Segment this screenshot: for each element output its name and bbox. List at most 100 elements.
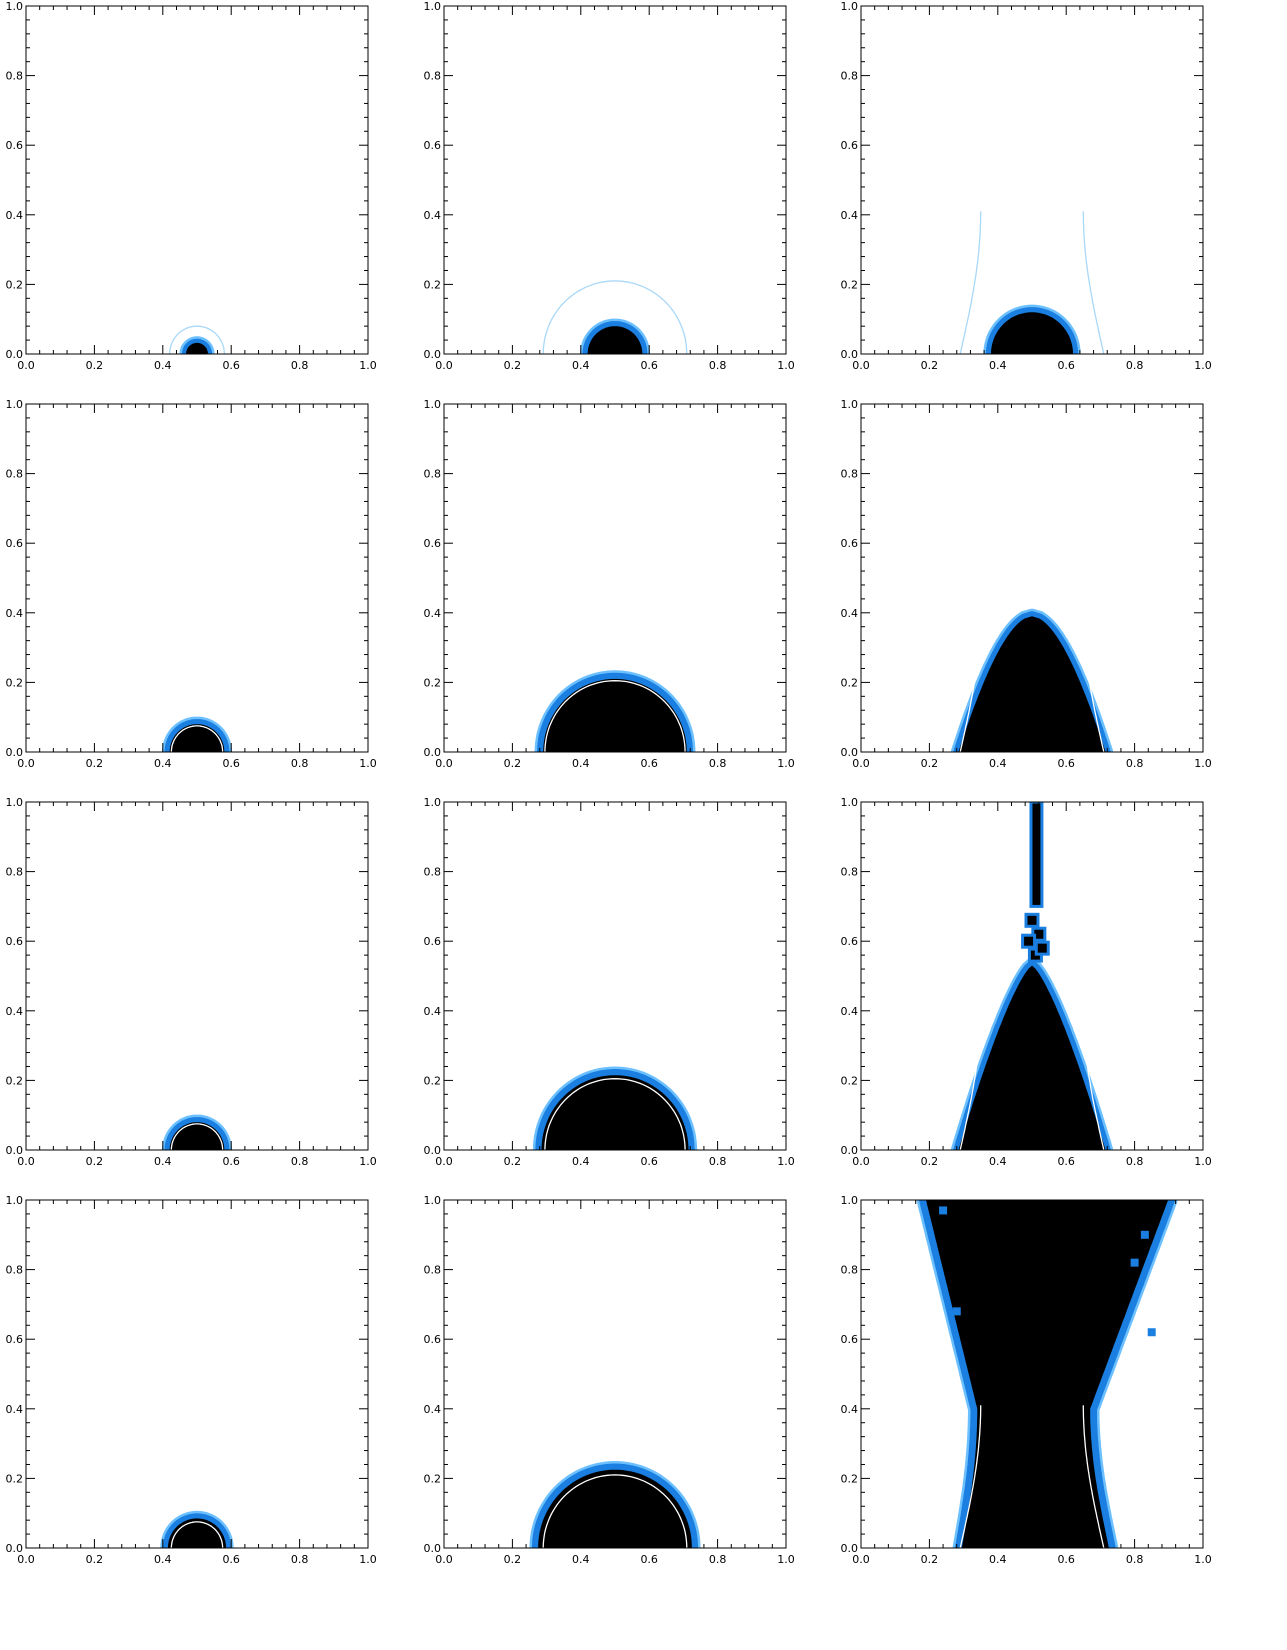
plot-frame (443, 801, 787, 1151)
contour-line (542, 280, 688, 354)
x-tick-label: 0.8 (709, 757, 727, 770)
y-tick-label: 0.8 (841, 468, 859, 481)
y-tick-label: 0.8 (6, 70, 24, 83)
x-tick-label: 0.0 (852, 359, 870, 372)
x-tick-label: 0.8 (1126, 1155, 1144, 1168)
y-tick-label: 1.0 (6, 796, 24, 809)
plot-frame (25, 5, 369, 355)
x-tick-label: 0.6 (640, 1155, 658, 1168)
y-tick-label: 0.0 (841, 1144, 859, 1157)
contour-line (168, 325, 226, 354)
contour-line (959, 1007, 1105, 1150)
plot-area (532, 1066, 698, 1150)
plot-area (534, 670, 696, 752)
y-tick-label: 0.6 (424, 1333, 442, 1346)
x-tick-label: 0.4 (989, 359, 1007, 372)
x-tick-label: 0.6 (1057, 1553, 1075, 1566)
y-tick-label: 0.2 (6, 1472, 24, 1485)
x-tick-label: 0.6 (640, 359, 658, 372)
filled-region (587, 326, 643, 354)
x-tick-label: 1.0 (777, 1155, 795, 1168)
panel-row3-col1: 0.0 0.2 0.4 0.6 0.8 1.0 0.0 0.2 0.4 0.6 0.8 1.0 (6, 796, 377, 1168)
plot-area (950, 608, 1114, 752)
contour-line (544, 1078, 686, 1150)
filled-region (958, 965, 1106, 1150)
y-tick-label: 0.0 (424, 746, 442, 759)
y-tick-label: 0.6 (841, 935, 859, 948)
x-tick-label: 1.0 (359, 359, 377, 372)
blob (1034, 940, 1050, 956)
x-tick-label: 0.2 (921, 1155, 939, 1168)
plot-area (529, 1461, 701, 1548)
y-tick-label: 0.8 (841, 1264, 859, 1277)
y-tick-label: 0.0 (424, 1144, 442, 1157)
plot-frame (443, 1199, 787, 1549)
x-tick-label: 0.8 (1126, 359, 1144, 372)
panel-row1-col1: 0.0 0.2 0.4 0.6 0.8 1.0 0.0 0.2 0.4 0.6 0.8 1.0 (6, 0, 377, 372)
x-tick-label: 0.4 (154, 1553, 172, 1566)
x-tick-label: 0.4 (572, 359, 590, 372)
contour-line (544, 680, 686, 752)
x-tick-label: 0.2 (504, 1155, 522, 1168)
y-tick-label: 0.0 (841, 746, 859, 759)
y-tick-label: 0.6 (6, 139, 24, 152)
filled-region (538, 1469, 692, 1548)
x-tick-label: 0.0 (17, 359, 35, 372)
x-tick-label: 0.2 (921, 1553, 939, 1566)
x-tick-label: 0.2 (86, 1155, 104, 1168)
y-tick-label: 0.6 (424, 139, 442, 152)
panel-row1-col3: 0.0 0.2 0.4 0.6 0.8 1.0 0.0 0.2 0.4 0.6 0.8 1.0 (841, 0, 1212, 372)
y-tick-label: 0.0 (841, 1542, 859, 1555)
blob (1021, 933, 1037, 949)
y-tick-label: 0.2 (424, 1074, 442, 1087)
contour-line (959, 609, 1105, 752)
y-tick-label: 1.0 (841, 398, 859, 411)
y-tick-label: 0.2 (424, 676, 442, 689)
x-tick-label: 0.0 (435, 1553, 453, 1566)
spire-column (1029, 802, 1044, 908)
plot-area (161, 1114, 233, 1150)
y-tick-label: 0.0 (6, 1144, 24, 1157)
y-tick-label: 0.2 (6, 1074, 24, 1087)
y-tick-label: 0.4 (6, 209, 24, 222)
y-tick-label: 0.4 (6, 1403, 24, 1416)
contour-line (959, 211, 1105, 354)
plot-frame (860, 1199, 1204, 1549)
x-tick-label: 0.2 (921, 359, 939, 372)
plot-area (160, 1510, 234, 1548)
filled-region (543, 678, 687, 752)
y-tick-label: 0.6 (6, 537, 24, 550)
y-tick-label: 0.4 (424, 1005, 442, 1018)
y-tick-label: 0.8 (424, 70, 442, 83)
y-tick-label: 0.2 (6, 278, 24, 291)
y-tick-label: 1.0 (841, 0, 859, 13)
y-tick-label: 0.2 (424, 1472, 442, 1485)
x-tick-label: 0.0 (17, 757, 35, 770)
x-tick-label: 1.0 (1194, 1155, 1212, 1168)
x-tick-label: 0.6 (640, 757, 658, 770)
y-tick-label: 0.6 (424, 935, 442, 948)
x-tick-label: 0.8 (709, 359, 727, 372)
x-tick-label: 0.0 (435, 757, 453, 770)
x-tick-label: 0.4 (572, 1155, 590, 1168)
panel-row4-col2: 0.0 0.2 0.4 0.6 0.8 1.0 0.0 0.2 0.4 0.6 0.8 1.0 (424, 1194, 795, 1566)
panel-row2-col3: 0.0 0.2 0.4 0.6 0.8 1.0 0.0 0.2 0.4 0.6 0.8 1.0 (841, 398, 1212, 770)
x-tick-label: 0.4 (154, 359, 172, 372)
x-tick-label: 0.4 (572, 1553, 590, 1566)
y-tick-label: 0.6 (6, 935, 24, 948)
y-tick-label: 0.8 (424, 468, 442, 481)
x-tick-label: 0.2 (86, 359, 104, 372)
x-tick-label: 1.0 (1194, 757, 1212, 770)
y-tick-label: 0.4 (6, 1005, 24, 1018)
y-tick-label: 0.8 (6, 1264, 24, 1277)
plot-area (168, 325, 226, 354)
x-tick-label: 0.4 (154, 757, 172, 770)
y-tick-label: 1.0 (424, 796, 442, 809)
x-tick-label: 0.2 (504, 1553, 522, 1566)
panel-row3-col3: 0.0 0.2 0.4 0.6 0.8 1.0 0.0 0.2 0.4 0.6 0.8 1.0 (841, 796, 1212, 1168)
x-tick-label: 0.2 (504, 359, 522, 372)
x-tick-label: 0.0 (435, 359, 453, 372)
y-tick-label: 0.0 (841, 348, 859, 361)
y-tick-label: 1.0 (424, 398, 442, 411)
plot-frame (25, 801, 369, 1151)
